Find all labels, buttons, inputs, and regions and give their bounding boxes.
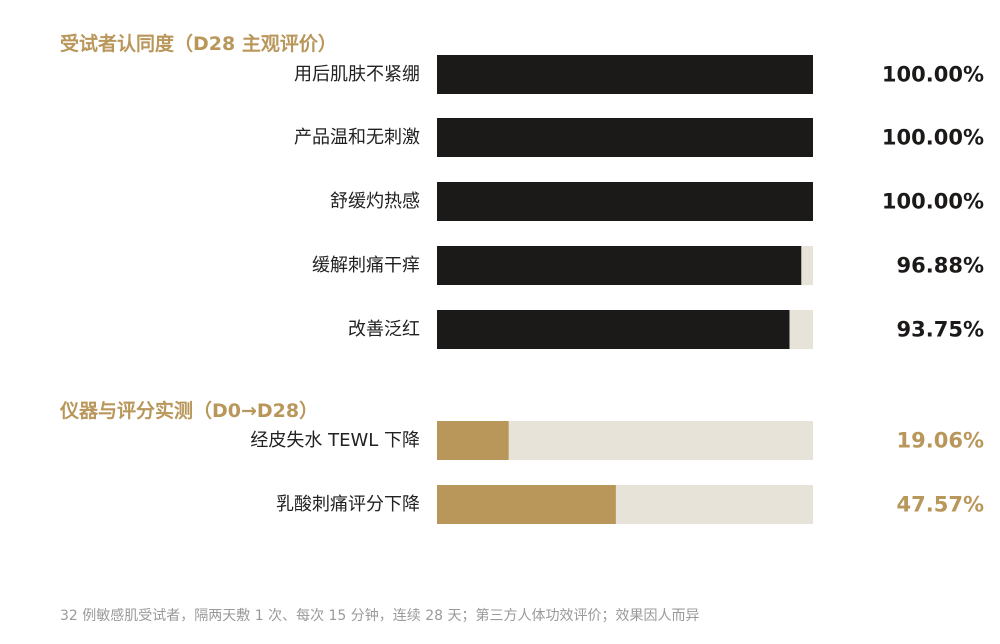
subjective-category-label: 缓解刺痛干痒 bbox=[312, 255, 420, 276]
subjective-category-label: 产品温和无刺激 bbox=[294, 127, 420, 148]
instrument-bar bbox=[437, 421, 509, 460]
subjective-category-label: 舒缓灼热感 bbox=[330, 191, 420, 212]
subjective-value-label: 100.00% bbox=[882, 126, 984, 150]
subjective-bar bbox=[437, 246, 802, 285]
instrument-bar bbox=[437, 485, 616, 524]
subjective-category-label: 用后肌肤不紧绷 bbox=[294, 64, 420, 85]
subjective-value-label: 96.88% bbox=[897, 254, 984, 278]
instrument-value-label: 19.06% bbox=[897, 429, 984, 453]
instrument-category-label: 经皮失水 TEWL 下降 bbox=[250, 430, 420, 451]
subjective-section-title: 受试者认同度（D28 主观评价） bbox=[60, 33, 337, 55]
instrument-value-label: 47.57% bbox=[897, 493, 984, 517]
instrument-category-label: 乳酸刺痛评分下降 bbox=[276, 494, 420, 515]
subjective-value-label: 93.75% bbox=[897, 318, 984, 342]
instrument-section-title: 仪器与评分实测（D0→D28） bbox=[60, 400, 319, 422]
subjective-category-label: 改善泛红 bbox=[348, 319, 420, 340]
subjective-bar bbox=[437, 55, 813, 94]
subjective-value-label: 100.00% bbox=[882, 190, 984, 214]
subjective-bar bbox=[437, 182, 813, 221]
subjective-bar bbox=[437, 310, 790, 349]
footnote: 32 例敏感肌受试者，隔两天敷 1 次、每次 15 分钟，连续 28 天；第三方… bbox=[60, 608, 700, 624]
subjective-value-label: 100.00% bbox=[882, 63, 984, 87]
subjective-bar bbox=[437, 118, 813, 157]
